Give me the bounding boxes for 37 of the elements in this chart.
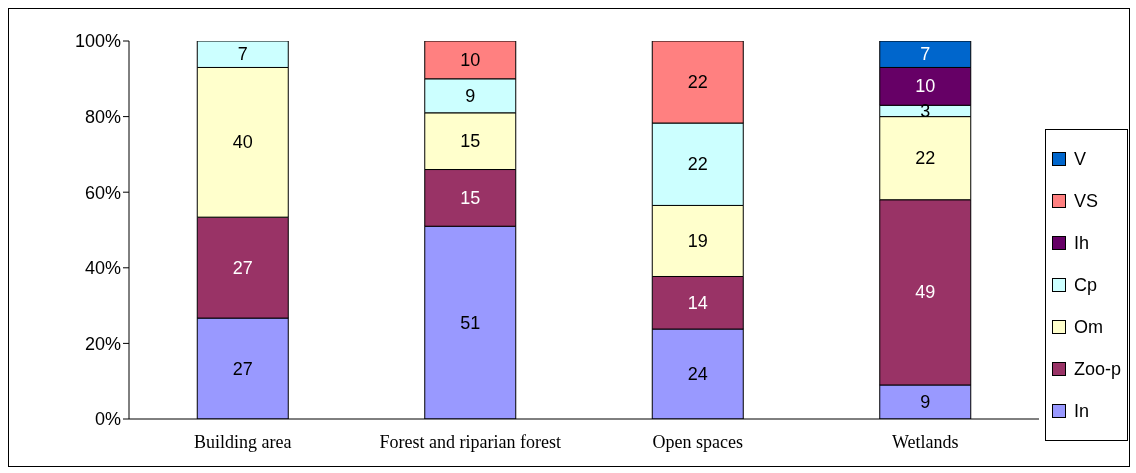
x-tick-label: Forest and riparian forest <box>379 431 561 452</box>
data-label: 27 <box>232 257 253 278</box>
data-label: 9 <box>465 85 476 106</box>
data-label: 7 <box>920 44 931 65</box>
data-label: 24 <box>687 364 708 385</box>
data-label: 10 <box>460 49 481 70</box>
data-label: 22 <box>687 72 708 93</box>
legend-label: Cp <box>1074 274 1098 296</box>
y-tick-label: 60% <box>84 182 121 203</box>
legend-label: V <box>1074 148 1087 170</box>
legend-label: VS <box>1074 190 1099 212</box>
data-label: 15 <box>460 131 481 152</box>
data-label: 49 <box>915 282 936 303</box>
data-label: 9 <box>920 391 931 412</box>
x-tick-label: Open spaces <box>652 431 743 452</box>
data-label: 22 <box>915 148 936 169</box>
y-tick-label: 40% <box>84 258 121 279</box>
y-tick-label: 20% <box>84 333 121 354</box>
data-label: 14 <box>687 292 708 313</box>
data-label: 40 <box>232 132 253 153</box>
y-tick-label: 0% <box>94 409 121 430</box>
data-label: 15 <box>460 187 481 208</box>
legend-label: Ih <box>1074 232 1090 254</box>
data-label: 3 <box>920 100 931 121</box>
y-tick-label: 100% <box>74 31 121 52</box>
legend-label: Om <box>1074 316 1103 338</box>
x-tick-label: Wetlands <box>891 431 959 452</box>
x-tick-label: Building area <box>194 431 292 452</box>
data-label: 7 <box>237 44 248 65</box>
data-label: 10 <box>915 76 936 97</box>
data-label: 22 <box>687 154 708 175</box>
y-tick-label: 80% <box>84 106 121 127</box>
data-label: 19 <box>687 230 708 251</box>
data-label: 27 <box>232 358 253 379</box>
legend-label: In <box>1074 400 1090 422</box>
data-label: 51 <box>460 312 481 333</box>
legend-label: Zoo-p <box>1074 358 1122 380</box>
